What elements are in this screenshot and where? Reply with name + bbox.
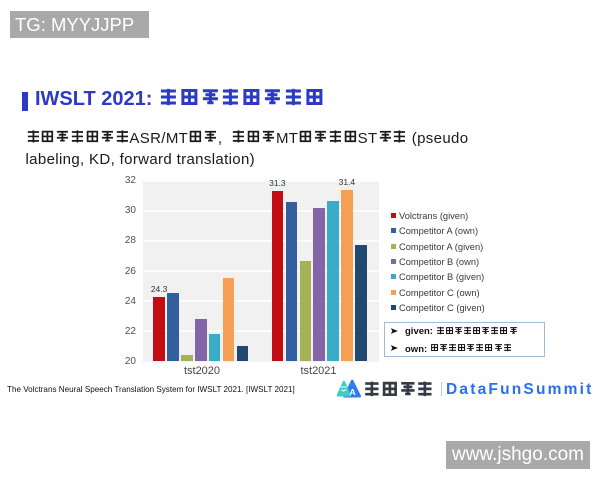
svg-text:A: A <box>350 387 356 397</box>
